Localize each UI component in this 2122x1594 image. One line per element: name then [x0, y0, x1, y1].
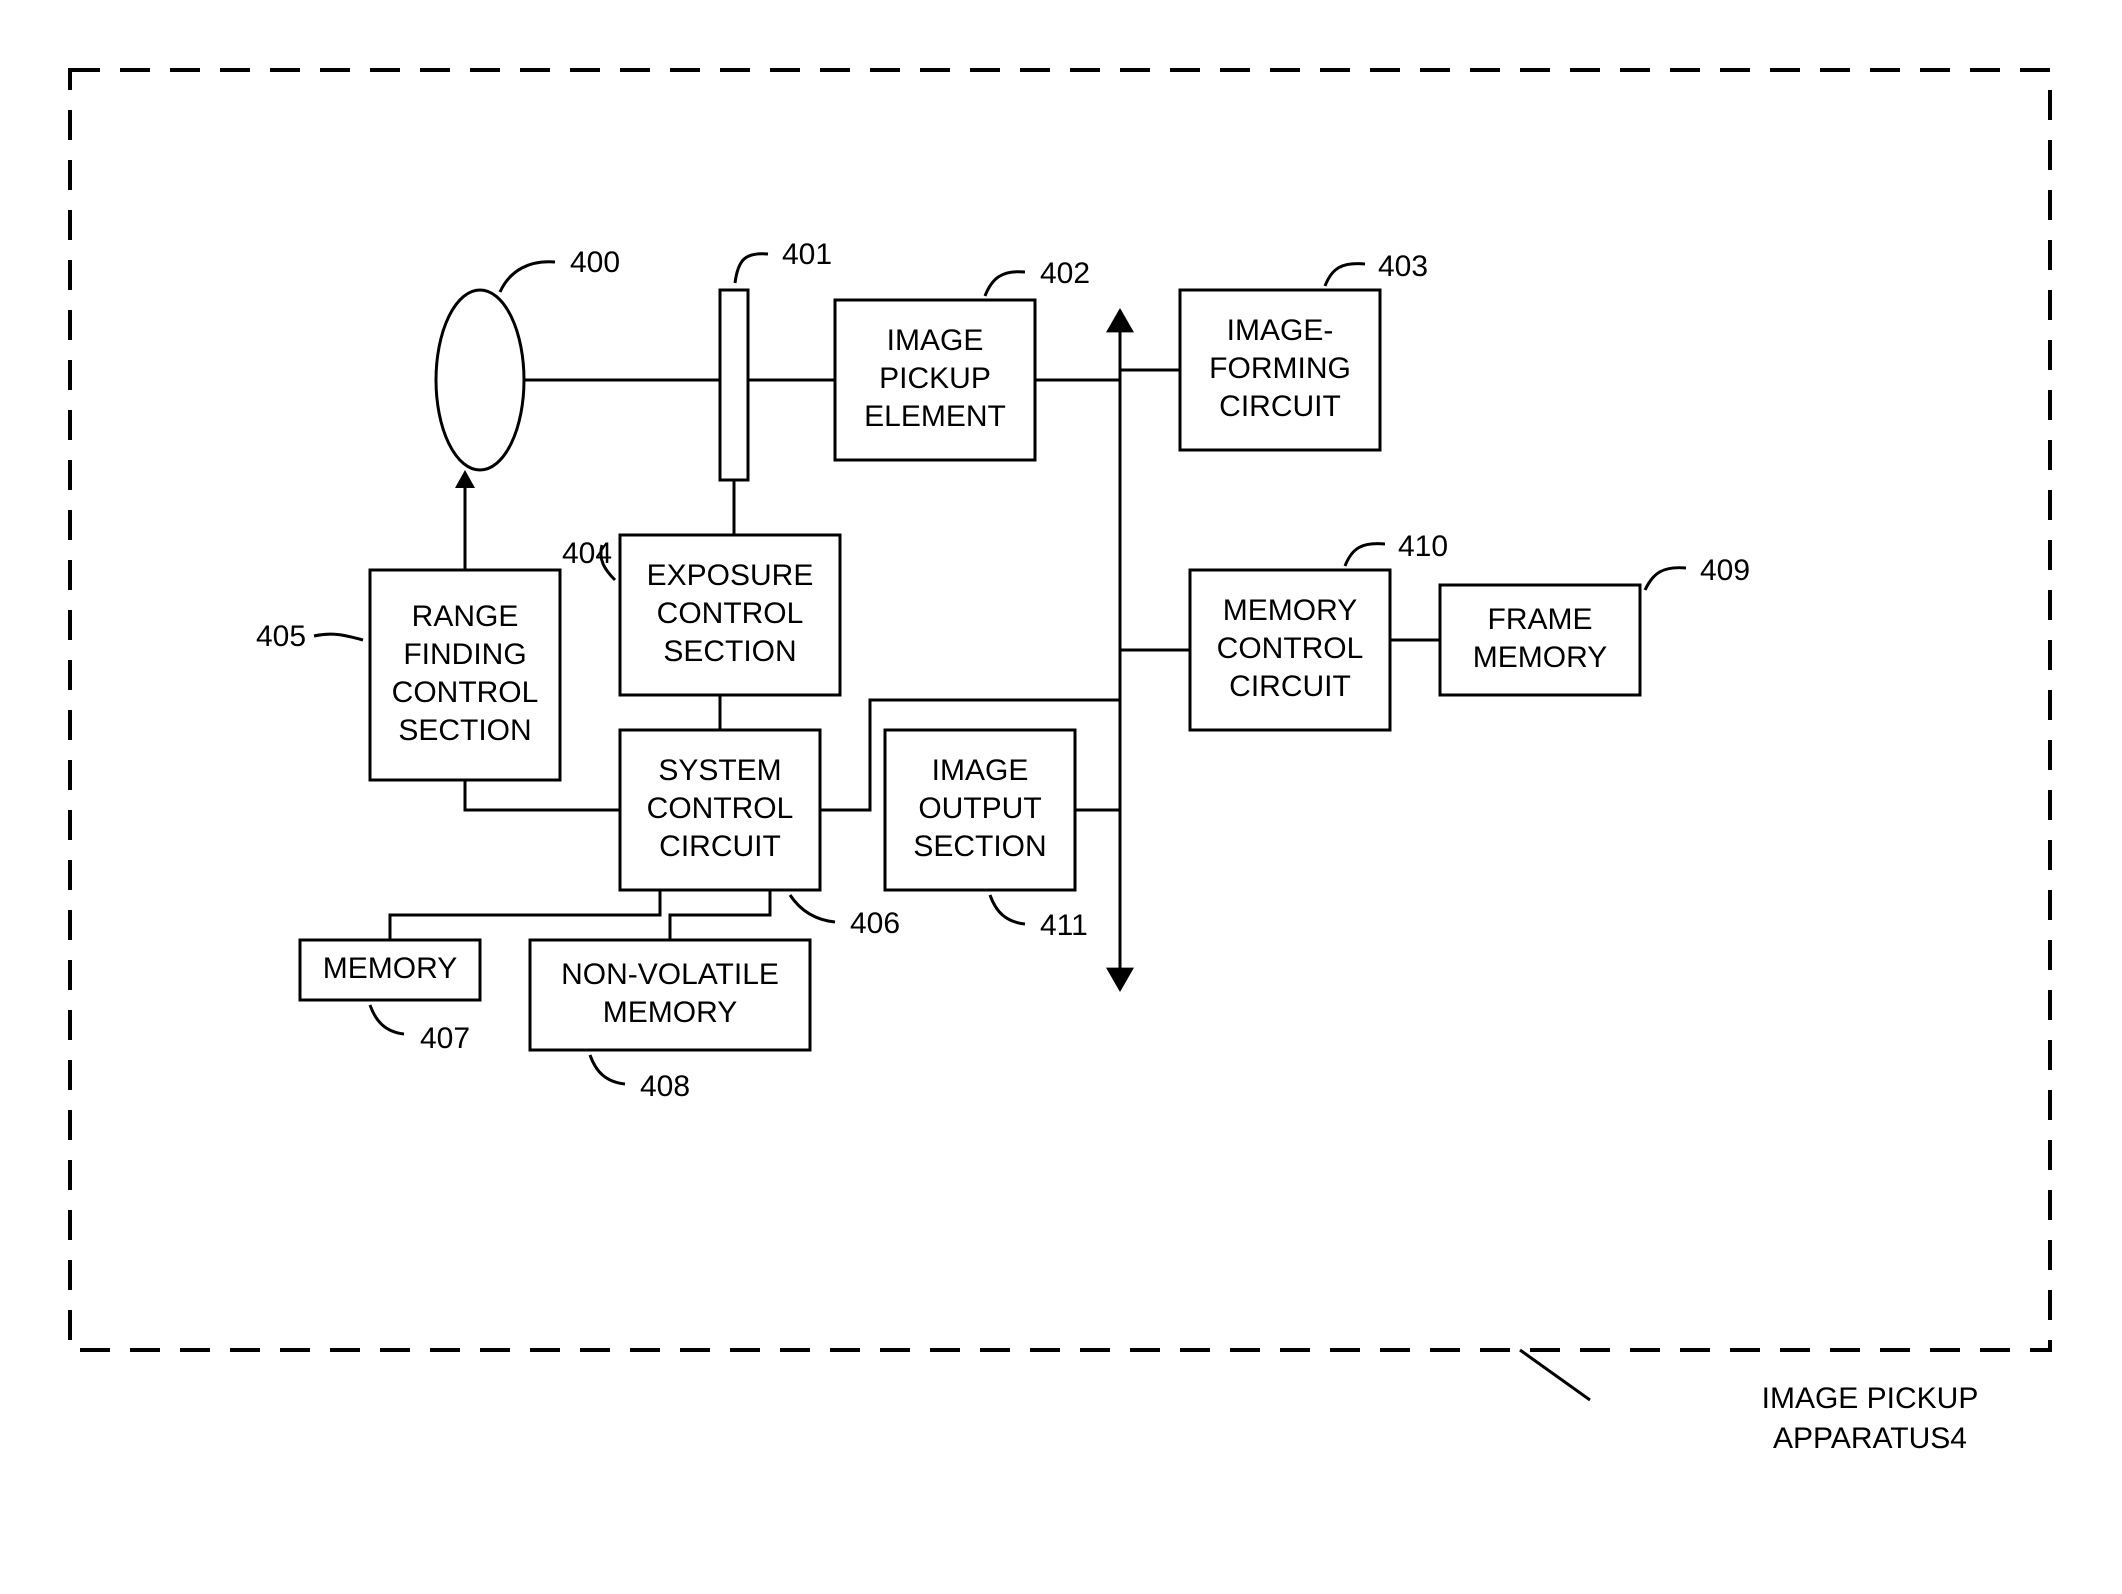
ref-leader-411: [990, 895, 1025, 924]
svg-text:IMAGE: IMAGE: [887, 324, 984, 357]
svg-text:CONTROL: CONTROL: [392, 676, 539, 709]
svg-text:SECTION: SECTION: [398, 714, 531, 747]
svg-text:MEMORY: MEMORY: [1223, 594, 1357, 627]
svg-text:FORMING: FORMING: [1209, 352, 1351, 385]
ref-leader-400: [500, 262, 555, 292]
svg-text:IMAGE-: IMAGE-: [1227, 314, 1334, 347]
arrow-range-lens: [455, 470, 475, 488]
ref-num-403: 403: [1378, 250, 1428, 283]
diagram-canvas: IMAGE PICKUP APPARATUS4 IMAGE PICKUP ELEMENT…: [0, 0, 2122, 1594]
svg-text:SECTION: SECTION: [913, 830, 1046, 863]
ref-leader-402: [985, 272, 1025, 296]
ref-leader-409: [1645, 568, 1686, 590]
ref-leader-408: [590, 1055, 625, 1084]
ref-leader-410: [1345, 544, 1385, 566]
conn-system-range: [465, 780, 620, 810]
svg-text:SYSTEM: SYSTEM: [658, 754, 781, 787]
ref-leader-407: [370, 1005, 404, 1034]
svg-text:CIRCUIT: CIRCUIT: [659, 830, 781, 863]
ref-num-405: 405: [256, 620, 306, 653]
boundary-leader: [1520, 1350, 1590, 1400]
apparatus-label-2: APPARATUS4: [1773, 1422, 1967, 1455]
ref-num-400: 400: [570, 246, 620, 279]
ref-leader-403: [1325, 264, 1365, 286]
svg-text:EXPOSURE: EXPOSURE: [647, 559, 814, 592]
svg-text:MEMORY: MEMORY: [1473, 641, 1607, 674]
svg-text:CONTROL: CONTROL: [1217, 632, 1364, 665]
svg-text:RANGE: RANGE: [412, 600, 519, 633]
ref-leader-401: [735, 254, 768, 283]
svg-text:IMAGE: IMAGE: [932, 754, 1029, 787]
svg-text:CIRCUIT: CIRCUIT: [1229, 670, 1351, 703]
ref-num-404: 404: [562, 537, 612, 570]
svg-text:NON-VOLATILE: NON-VOLATILE: [561, 958, 779, 991]
svg-text:MEMORY: MEMORY: [323, 952, 457, 985]
ref-num-406: 406: [850, 907, 900, 940]
bus-arrow-down: [1106, 968, 1134, 992]
svg-text:FINDING: FINDING: [403, 638, 526, 671]
svg-text:OUTPUT: OUTPUT: [918, 792, 1041, 825]
ref-num-407: 407: [420, 1022, 470, 1055]
lens: [436, 290, 524, 470]
ref-num-411: 411: [1040, 909, 1088, 942]
ref-num-409: 409: [1700, 554, 1750, 587]
conn-system-memory: [390, 890, 660, 940]
svg-text:PICKUP: PICKUP: [879, 362, 991, 395]
svg-text:ELEMENT: ELEMENT: [864, 400, 1006, 433]
ref-num-402: 402: [1040, 257, 1090, 290]
svg-text:MEMORY: MEMORY: [603, 996, 737, 1029]
shutter: [720, 290, 748, 480]
ref-leader-406: [790, 895, 835, 922]
svg-text:SECTION: SECTION: [663, 635, 796, 668]
svg-text:CIRCUIT: CIRCUIT: [1219, 390, 1341, 423]
ref-num-408: 408: [640, 1070, 690, 1103]
svg-text:CONTROL: CONTROL: [647, 792, 794, 825]
conn-system-nvmem: [670, 890, 770, 940]
svg-text:FRAME: FRAME: [1488, 603, 1593, 636]
bus-arrow-up: [1106, 308, 1134, 332]
svg-text:CONTROL: CONTROL: [657, 597, 804, 630]
apparatus-label-1: IMAGE PICKUP: [1762, 1382, 1979, 1415]
ref-num-401: 401: [782, 238, 832, 271]
ref-leader-405: [314, 634, 363, 640]
ref-num-410: 410: [1398, 530, 1448, 563]
